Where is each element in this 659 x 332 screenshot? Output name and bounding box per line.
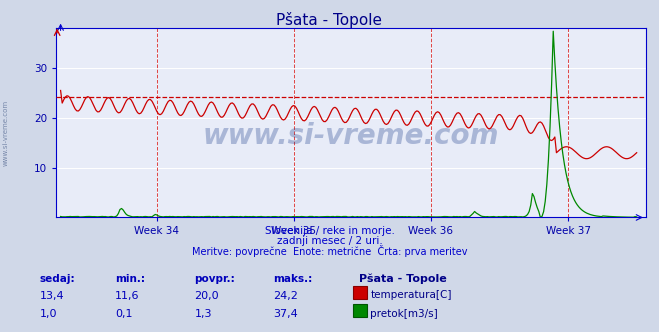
Text: povpr.:: povpr.: — [194, 274, 235, 284]
Text: Slovenija / reke in morje.: Slovenija / reke in morje. — [264, 226, 395, 236]
Text: 24,2: 24,2 — [273, 290, 299, 300]
Text: www.si-vreme.com: www.si-vreme.com — [2, 100, 9, 166]
Text: maks.:: maks.: — [273, 274, 313, 284]
Text: 1,0: 1,0 — [40, 309, 57, 319]
Text: temperatura[C]: temperatura[C] — [370, 290, 452, 300]
Text: Meritve: povprečne  Enote: metrične  Črta: prva meritev: Meritve: povprečne Enote: metrične Črta:… — [192, 245, 467, 257]
Text: zadnji mesec / 2 uri.: zadnji mesec / 2 uri. — [277, 236, 382, 246]
Text: 37,4: 37,4 — [273, 309, 299, 319]
Text: www.si-vreme.com: www.si-vreme.com — [203, 122, 499, 150]
Text: 0,1: 0,1 — [115, 309, 133, 319]
Text: 1,3: 1,3 — [194, 309, 212, 319]
Text: Pšata - Topole: Pšata - Topole — [277, 12, 382, 28]
Text: Pšata - Topole: Pšata - Topole — [359, 274, 447, 285]
Text: 13,4: 13,4 — [40, 290, 64, 300]
Text: pretok[m3/s]: pretok[m3/s] — [370, 309, 438, 319]
Text: 11,6: 11,6 — [115, 290, 140, 300]
Text: sedaj:: sedaj: — [40, 274, 75, 284]
Text: min.:: min.: — [115, 274, 146, 284]
Text: 20,0: 20,0 — [194, 290, 219, 300]
